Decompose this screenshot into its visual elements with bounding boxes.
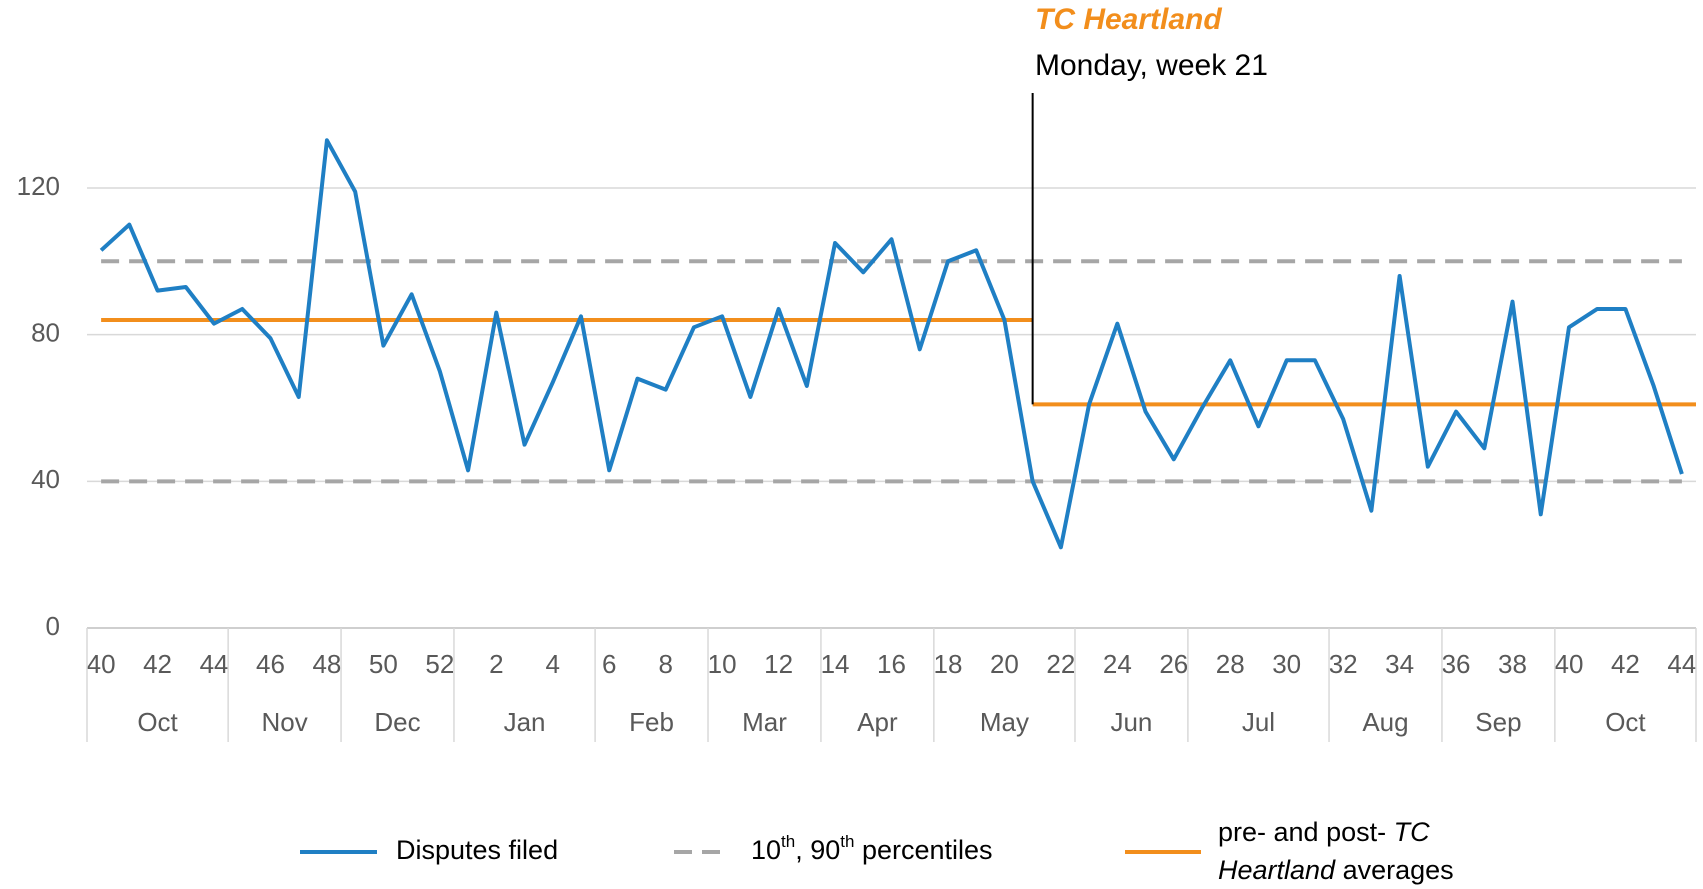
month-label: Aug [1362,707,1408,737]
month-label: Nov [261,707,307,737]
legend-part: averages [1335,855,1454,885]
month-label: Apr [857,707,898,737]
x-tick-label: 26 [1159,649,1188,679]
legend-part: Heartland [1218,855,1336,885]
x-tick-label: 40 [87,649,116,679]
x-tick-label: 40 [1555,649,1584,679]
month-label: Oct [137,707,178,737]
legend-label: Disputes filed [396,835,558,865]
month-label: Sep [1475,707,1521,737]
legend-part: percentiles [854,835,992,865]
y-tick-label: 120 [17,171,60,201]
legend-label: pre- and post- TC [1218,817,1430,847]
x-tick-label: 24 [1103,649,1132,679]
x-tick-label: 16 [877,649,906,679]
x-tick-label: 50 [369,649,398,679]
month-label: Dec [374,707,420,737]
x-tick-label: 4 [546,649,560,679]
annotation-text: Monday, week 21 [1035,49,1268,82]
x-tick-label: 8 [658,649,672,679]
month-label: May [980,707,1029,737]
x-tick-label: 14 [821,649,850,679]
legend-part: 10 [751,835,781,865]
month-label: Jul [1242,707,1275,737]
annotation-title: TC Heartland [1035,3,1222,36]
x-tick-label: 52 [425,649,454,679]
legend-part: th [781,832,795,851]
legend-label: Heartland averages [1218,855,1454,885]
x-tick-label: 12 [764,649,793,679]
x-tick-label: 22 [1046,649,1075,679]
month-label: Mar [742,707,787,737]
x-tick-label: 10 [708,649,737,679]
x-tick-label: 46 [256,649,285,679]
x-tick-label: 36 [1442,649,1471,679]
month-label: Jan [504,707,546,737]
x-tick-label: 44 [200,649,229,679]
x-tick-label: 42 [143,649,172,679]
x-tick-label: 28 [1216,649,1245,679]
y-tick-label: 40 [31,464,60,494]
x-tick-label: 20 [990,649,1019,679]
month-label: Oct [1605,707,1646,737]
x-tick-label: 30 [1272,649,1301,679]
x-tick-label: 34 [1385,649,1414,679]
legend-label: 10th, 90th percentiles [751,832,993,865]
y-tick-label: 80 [31,318,60,348]
legend-part: TC [1394,817,1430,847]
legend-part: th [840,832,854,851]
x-tick-label: 48 [312,649,341,679]
month-label: Feb [629,707,674,737]
x-tick-label: 32 [1329,649,1358,679]
legend: Disputes filed 10th, 90th percentiles pr… [300,817,1454,885]
series-line [99,138,1684,550]
legend-part: , 90 [795,835,840,865]
month-label: Jun [1110,707,1152,737]
x-tick-label: 38 [1498,649,1527,679]
x-tick-label: 44 [1667,649,1696,679]
x-tick-label: 18 [933,649,962,679]
x-tick-label: 42 [1611,649,1640,679]
x-tick-label: 2 [489,649,503,679]
x-tick-label: 6 [602,649,616,679]
y-tick-label: 0 [46,611,60,641]
legend-part: pre- and post- [1218,817,1394,847]
